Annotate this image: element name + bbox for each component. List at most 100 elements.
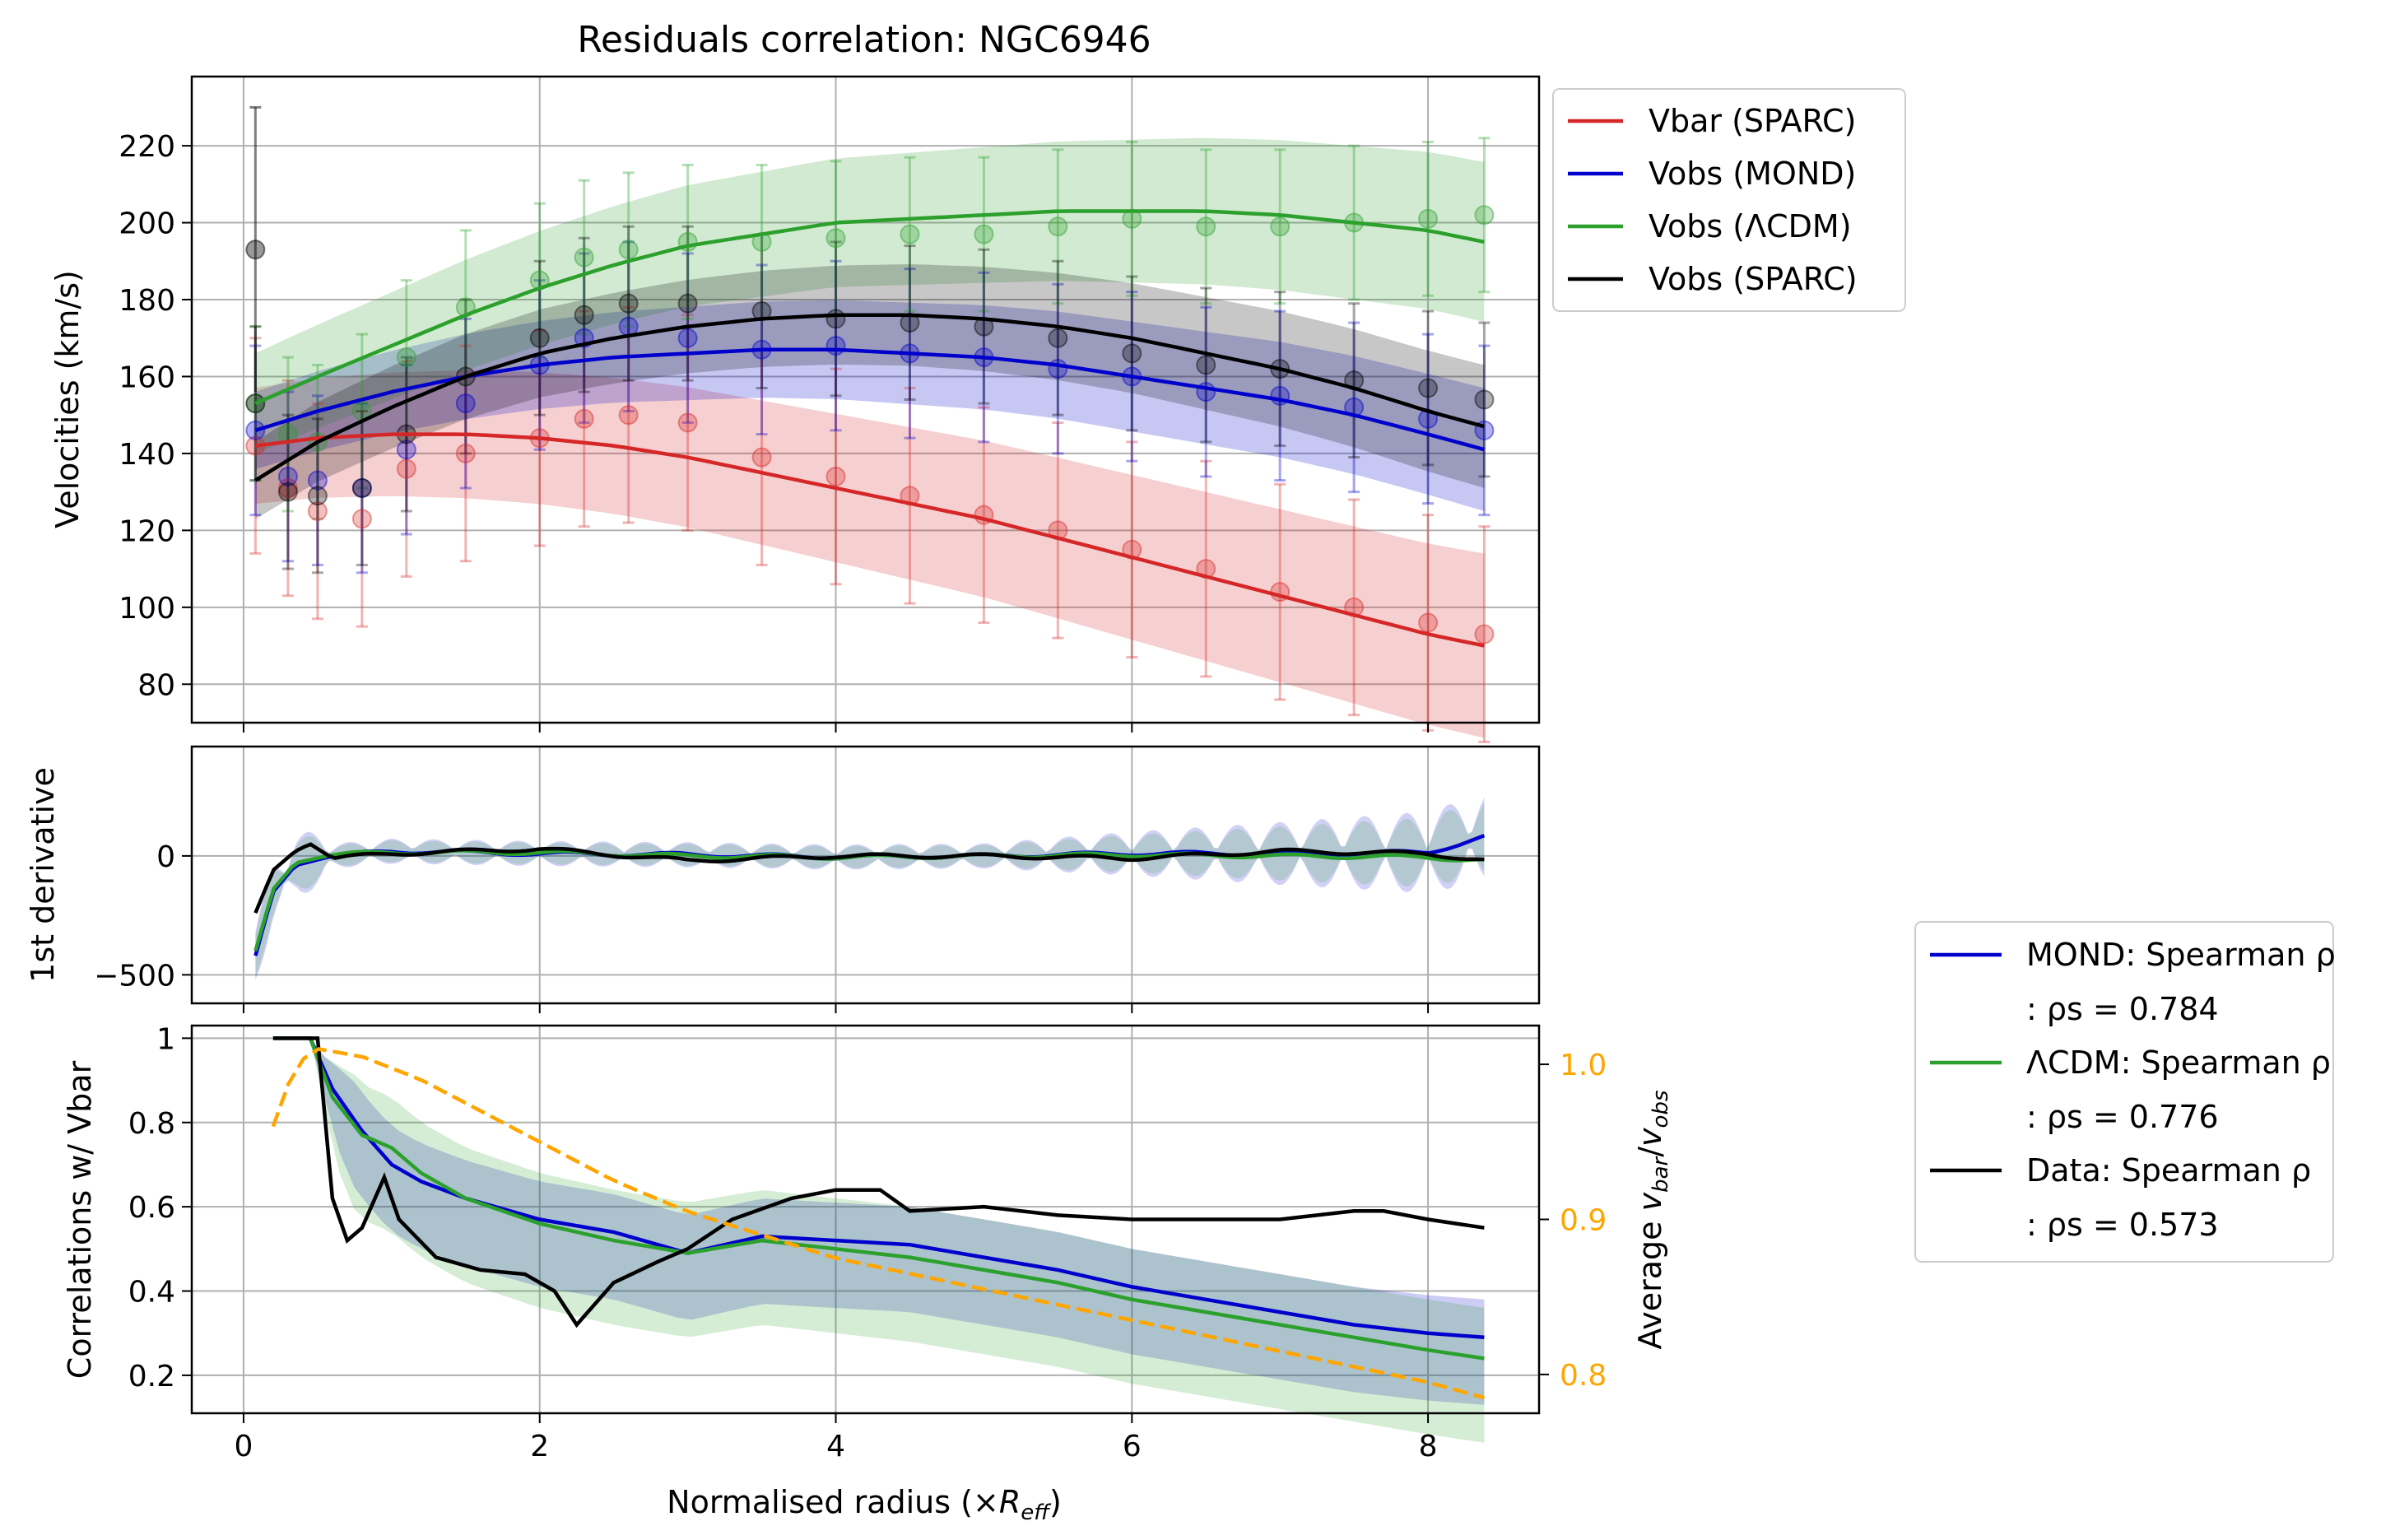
outlier-point: [245, 240, 266, 260]
data-point: [677, 412, 698, 433]
y-tick-label: 0: [156, 840, 175, 874]
correlations-legend: MOND: Spearman ρ : ρs = 0.784 ΛCDM: Spearm…: [1914, 921, 2336, 1263]
y-tick-label: 220: [119, 130, 175, 164]
data-point: [396, 347, 416, 368]
data-point: [618, 316, 639, 337]
data-point: [1418, 612, 1439, 633]
band: [255, 370, 1485, 738]
data-point: [618, 240, 639, 260]
data-point: [245, 393, 266, 414]
y-tick-label: 80: [137, 668, 175, 702]
band: [255, 300, 1485, 511]
legend-value: : ρs = 0.573: [2026, 1207, 2219, 1243]
velocities-panel: 80 100 120 140 160 180 200 220 Velocities (km/s…: [49, 75, 1541, 743]
y-tick-label: 0.6: [128, 1191, 175, 1225]
x-tick-label: 2: [530, 1430, 549, 1463]
y-tick-label-right: 0.8: [1560, 1359, 1607, 1393]
data-point: [900, 224, 920, 244]
data-point: [825, 309, 846, 329]
data-point: [351, 477, 372, 498]
derivative-ticks: −500 0: [94, 840, 1430, 1013]
data-point: [1474, 624, 1495, 644]
correlation-line: [272, 1036, 1485, 1340]
data-point: [1048, 216, 1068, 237]
derivative-line: [253, 848, 1485, 952]
data-point: [396, 458, 416, 479]
y-tick-label: 100: [119, 592, 175, 626]
data-point: [1474, 205, 1495, 226]
legend-value: : ρs = 0.776: [2026, 1099, 2219, 1135]
data-point: [307, 470, 328, 491]
derivative-frame: [190, 745, 1541, 1005]
data-point: [974, 224, 994, 244]
series-line: [254, 313, 1485, 482]
derivative-panel: −500 0 1st derivative: [25, 745, 1541, 1013]
legend-label: MOND: Spearman ρ: [2026, 937, 2336, 973]
data-point: [1196, 355, 1216, 375]
data-point: [1196, 216, 1216, 237]
correlation-line: [272, 1036, 1485, 1361]
legend-label: ΛCDM: Spearman ρ: [2026, 1045, 2331, 1081]
derivative-grid: [192, 747, 1539, 1003]
legend-box: [1914, 921, 2334, 1263]
y-tick-label: 0.4: [128, 1276, 175, 1310]
y-tick-label: 200: [119, 207, 175, 241]
velocities-lines: [254, 209, 1485, 648]
x-tick-label: 4: [826, 1430, 845, 1463]
data-point: [677, 293, 698, 314]
chart-title: Residuals correlation: NGC6946: [577, 19, 1151, 61]
data-point: [1418, 378, 1439, 398]
data-point: [618, 293, 639, 314]
series-line: [254, 209, 1485, 406]
legend-value: : ρs = 0.784: [2026, 991, 2219, 1027]
data-point: [245, 420, 266, 440]
data-point: [618, 405, 639, 426]
legend-box: [1552, 88, 1906, 312]
data-point: [396, 440, 416, 460]
velocities-legend: Vbar (SPARC) Vobs (MOND) Vobs (ΛCDM) Vobs (…: [1552, 88, 1906, 312]
y-tick-label: 0.8: [128, 1107, 175, 1141]
average-ratio-line: [271, 1047, 1486, 1400]
correlation-line: [272, 1036, 1485, 1328]
data-point: [1122, 343, 1142, 364]
correlations-lines: [271, 1036, 1486, 1400]
correlations-ylabel-right: Average vbar/vobs: [1632, 1090, 1673, 1349]
derivative-ylabel: 1st derivative: [25, 767, 61, 983]
data-point: [825, 336, 846, 356]
x-tick-label: 8: [1419, 1430, 1438, 1463]
y-tick-label: 140: [119, 438, 175, 472]
legend-label: Vobs (SPARC): [1649, 261, 1858, 297]
data-point: [825, 228, 846, 249]
data-point: [574, 247, 594, 268]
data-point: [351, 477, 372, 498]
data-point: [245, 393, 266, 414]
data-point: [351, 509, 372, 529]
legend-label: Vobs (ΛCDM): [1649, 208, 1852, 244]
data-point: [1270, 216, 1291, 237]
derivative-lines: [253, 797, 1486, 980]
series-line: [255, 432, 1485, 648]
data-point: [751, 447, 772, 468]
data-point: [574, 305, 594, 325]
legend-label: Data: Spearman ρ: [2026, 1152, 2311, 1189]
y-tick-label: 160: [119, 361, 175, 394]
data-point: [307, 501, 328, 522]
velocities-errorbars: [249, 105, 1490, 743]
correlations-grid: [192, 1026, 1539, 1413]
derivative-line: [253, 842, 1485, 914]
y-tick-label: 1: [156, 1022, 175, 1056]
data-point: [455, 393, 476, 414]
band: [255, 264, 1485, 519]
y-tick-label: 0.2: [128, 1360, 175, 1393]
velocities-ylabel: Velocities (km/s): [49, 270, 86, 528]
y-tick-label: 180: [119, 284, 175, 318]
y-tick-label-right: 0.9: [1560, 1204, 1607, 1238]
data-point: [574, 408, 594, 429]
data-point: [1418, 208, 1439, 229]
y-tick-label: −500: [94, 959, 175, 993]
x-axis-label: Normalised radius (×Reff): [667, 1484, 1062, 1525]
data-point: [677, 328, 698, 348]
data-point: [825, 466, 846, 486]
correlations-ylabel: Correlations w/ Vbar: [62, 1060, 98, 1379]
